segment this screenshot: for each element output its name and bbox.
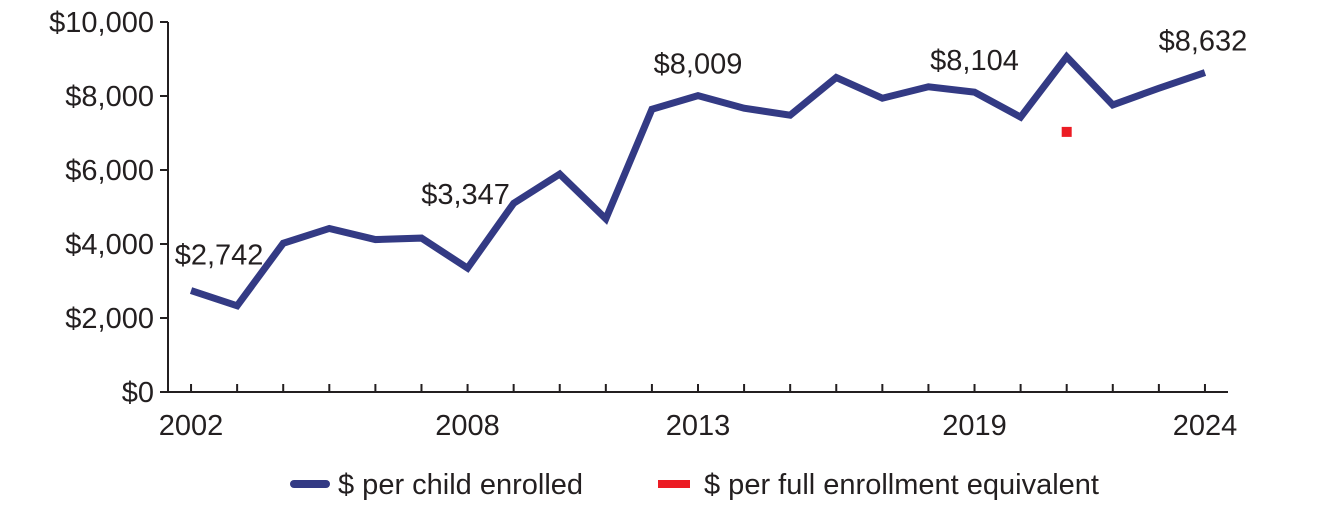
plot-area: [189, 51, 1207, 310]
fee-marker-point: [1061, 126, 1072, 137]
y-tick-label: $6,000: [65, 155, 154, 187]
y-tick-label: $0: [122, 377, 154, 409]
data-label: $8,104: [930, 45, 1019, 77]
data-labels: $2,742 $3,347 $8,009 $8,104 $8,632: [175, 26, 1248, 272]
y-tick-label: $2,000: [65, 303, 154, 335]
x-tick-label: 2008: [435, 410, 500, 442]
y-tick-label: $4,000: [65, 229, 154, 261]
x-tick-label: 2019: [942, 410, 1007, 442]
legend: $ per child enrolled $ per full enrollmen…: [290, 469, 1099, 501]
series-line-per-child: [189, 51, 1207, 310]
data-label: $2,742: [175, 240, 264, 272]
y-axis: $0 $2,000 $4,000 $6,000 $8,000 $10,000: [49, 7, 169, 409]
x-tick-label: 2024: [1173, 410, 1238, 442]
y-tick-label: $10,000: [49, 7, 154, 39]
x-tick-label: 2002: [159, 410, 224, 442]
legend-label-per-fee: $ per full enrollment equivalent: [704, 469, 1099, 501]
x-axis: 2002 2008 2013 2019 2024: [159, 384, 1237, 442]
y-tick-label: $8,000: [65, 81, 154, 113]
x-tick-label: 2013: [666, 410, 731, 442]
legend-swatch-per-fee: [658, 480, 690, 488]
legend-label-per-child: $ per child enrolled: [338, 469, 583, 501]
data-label: $8,009: [654, 49, 743, 81]
data-label: $8,632: [1159, 26, 1248, 58]
data-label: $3,347: [421, 179, 510, 211]
